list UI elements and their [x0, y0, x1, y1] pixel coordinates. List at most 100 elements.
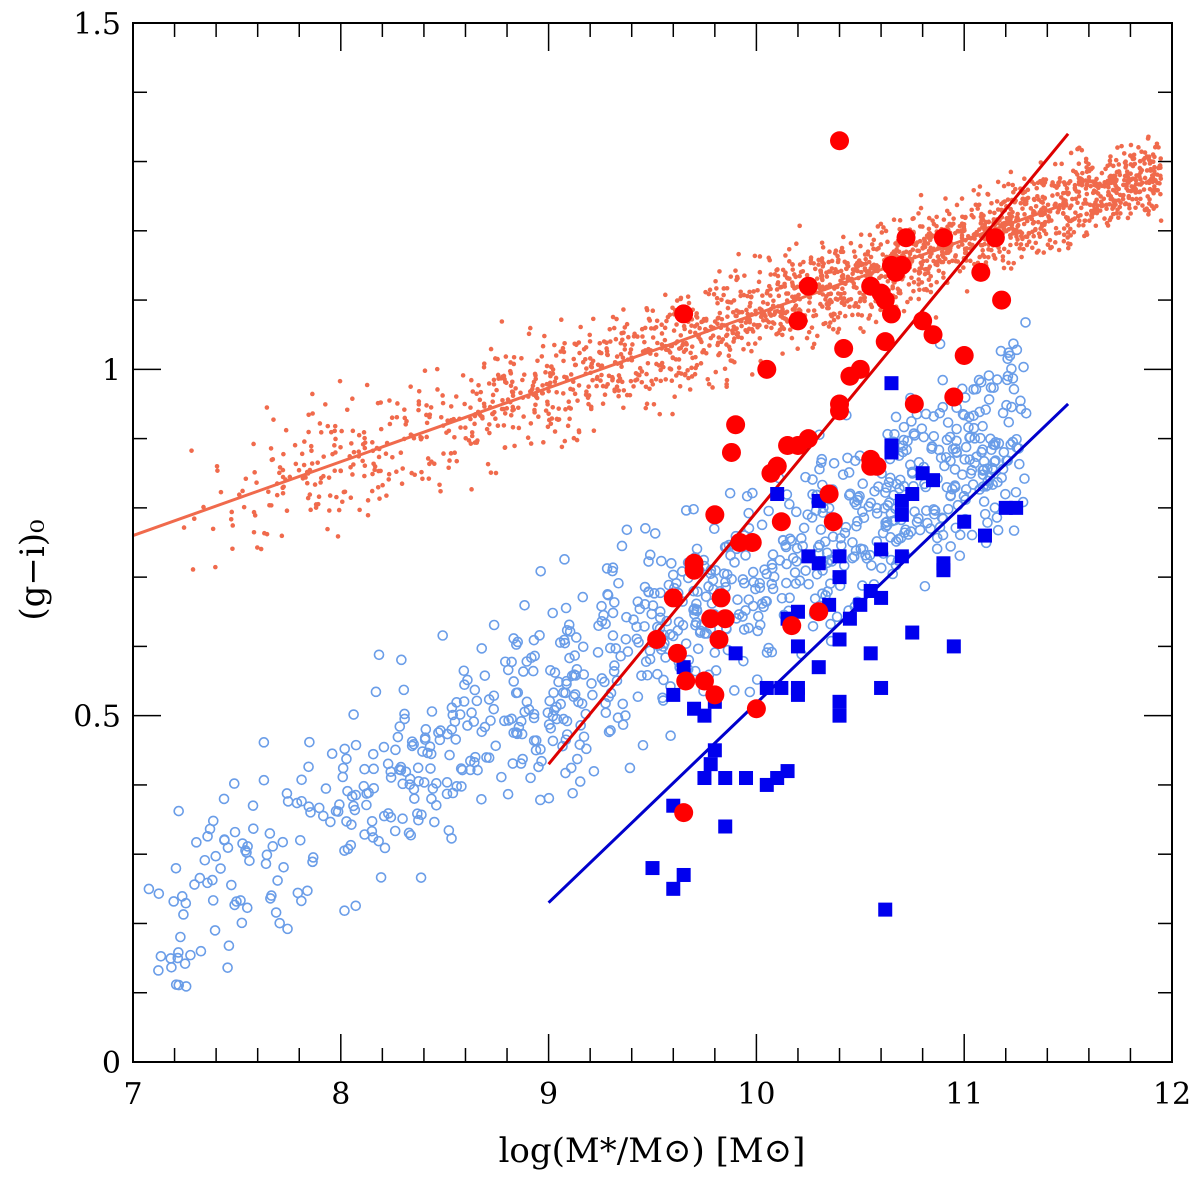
small-dot [721, 286, 727, 291]
small-dot [525, 435, 531, 441]
open-circle [535, 794, 546, 806]
open-circle [737, 611, 748, 622]
open-circle [691, 598, 702, 610]
open-circle [636, 670, 647, 681]
small-dot [438, 489, 443, 494]
open-circle [809, 593, 821, 604]
small-dot [653, 376, 659, 382]
small-dot [337, 378, 343, 384]
open-circle [508, 633, 519, 644]
small-dot [1133, 190, 1138, 195]
small-dot [928, 273, 934, 279]
open-circle [462, 720, 473, 731]
small-dot [771, 298, 776, 304]
small-dot [533, 376, 539, 382]
small-dot [981, 213, 986, 218]
small-dot [956, 244, 961, 249]
open-circle [215, 863, 226, 874]
open-circle [780, 539, 791, 551]
small-dot [953, 254, 958, 259]
open-circle [1002, 353, 1013, 365]
open-circle [926, 441, 938, 452]
small-dot [594, 383, 599, 389]
small-dot [926, 277, 932, 283]
blue-square [874, 590, 889, 605]
small-dot [857, 298, 863, 304]
open-circle [637, 739, 649, 751]
small-dot [1093, 223, 1099, 229]
small-dot [776, 293, 782, 299]
small-dot [1100, 203, 1106, 208]
small-dot [830, 327, 836, 332]
open-circle [313, 802, 325, 814]
small-dot [400, 466, 405, 471]
small-dot [977, 184, 983, 189]
open-circle [647, 600, 659, 611]
blue-square [874, 680, 889, 695]
open-circle [202, 831, 213, 842]
open-circle [168, 896, 179, 907]
small-dot [804, 272, 810, 278]
open-circle [593, 620, 604, 632]
small-dot [953, 258, 959, 264]
open-circle [375, 872, 387, 883]
small-dot [312, 482, 318, 487]
small-dot [313, 505, 319, 510]
open-circle [500, 656, 511, 668]
small-dot [447, 458, 452, 463]
open-circle [1006, 401, 1017, 413]
small-dot [215, 468, 220, 473]
small-dot [440, 400, 446, 406]
open-circle [975, 432, 986, 444]
small-dot [840, 286, 845, 291]
fit-line [132, 201, 1069, 537]
small-dot [1031, 208, 1036, 214]
small-dot [764, 324, 769, 330]
open-circle [644, 645, 656, 657]
open-circle [754, 582, 766, 593]
small-dot [678, 333, 684, 338]
small-dot [1114, 190, 1119, 196]
open-circle [339, 845, 350, 856]
open-circle [957, 408, 969, 420]
open-circle [204, 823, 216, 835]
small-dot [268, 503, 274, 508]
small-dot [653, 352, 659, 358]
small-dot [717, 351, 723, 356]
small-dot [476, 383, 481, 388]
small-dot [747, 304, 752, 309]
small-dot [1102, 216, 1107, 221]
small-dot [1083, 159, 1089, 165]
open-circle [890, 411, 902, 423]
open-circle [1008, 525, 1020, 536]
open-circle [665, 730, 676, 742]
small-dot [387, 421, 393, 427]
small-dot [586, 384, 591, 389]
open-circle [173, 947, 184, 958]
small-dot [976, 192, 981, 197]
open-circle [858, 512, 870, 524]
small-dot [1022, 176, 1027, 181]
open-circle [547, 607, 559, 619]
open-circle [458, 696, 470, 707]
small-dot [831, 317, 837, 323]
small-dot [1127, 153, 1133, 158]
small-dot [264, 405, 270, 410]
small-dot [703, 316, 709, 322]
small-dot [427, 414, 432, 420]
small-dot [254, 480, 259, 485]
small-dot [1083, 178, 1089, 183]
open-circle [565, 762, 577, 774]
small-dot [1107, 202, 1112, 207]
small-dot [934, 214, 939, 220]
small-dot [1102, 184, 1107, 189]
open-circle [370, 686, 382, 698]
small-dot [787, 276, 792, 281]
open-circle [970, 383, 982, 395]
small-dot [959, 233, 965, 238]
small-dot [789, 335, 795, 341]
small-dot [682, 372, 688, 378]
open-circle [628, 614, 639, 625]
small-dot [1026, 231, 1032, 236]
open-circle [922, 517, 933, 529]
